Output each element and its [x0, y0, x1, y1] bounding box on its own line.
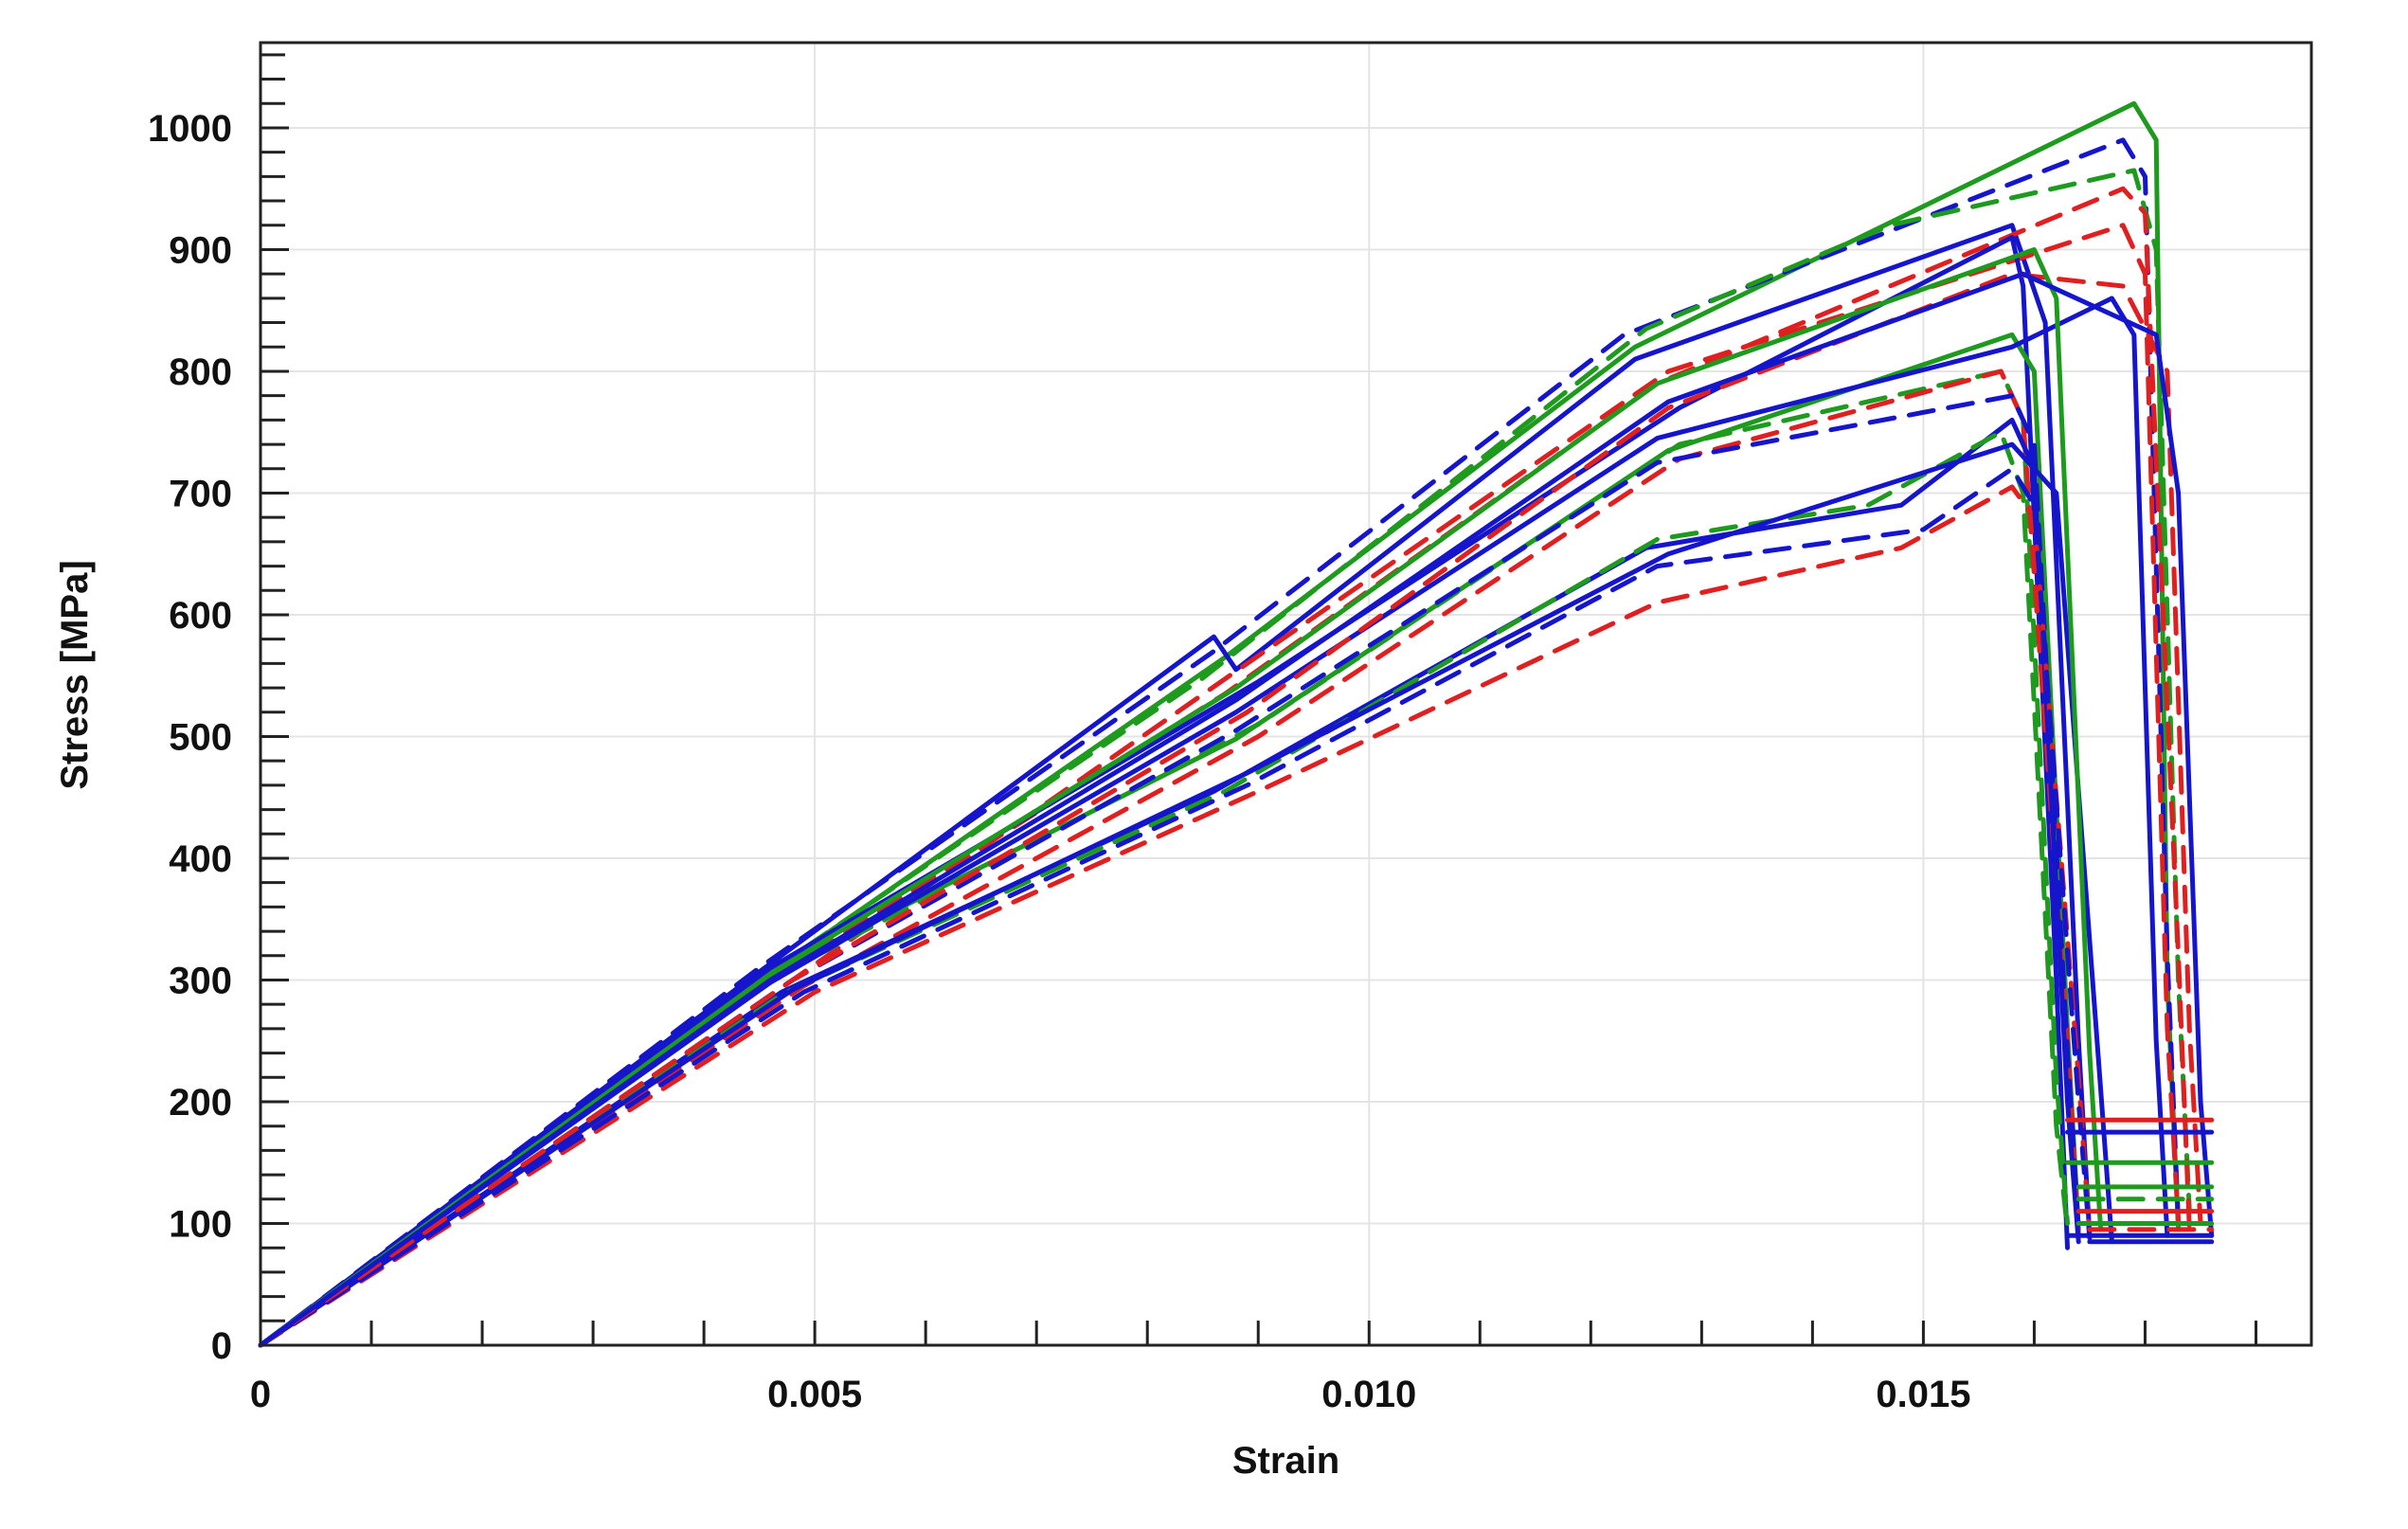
- y-tick-label: 600: [169, 595, 232, 637]
- y-tick-label: 200: [169, 1082, 232, 1124]
- x-tick-label: 0.010: [1321, 1374, 1416, 1415]
- y-tick-label: 400: [169, 838, 232, 880]
- x-axis-title: Strain: [1232, 1440, 1339, 1482]
- y-tick-label: 0: [211, 1325, 232, 1367]
- y-tick-label: 900: [169, 229, 232, 271]
- x-tick-label: 0.005: [767, 1374, 862, 1415]
- series-line-20: [258, 271, 2215, 1348]
- series-line-3: [258, 223, 2093, 1348]
- x-tick-label: 0.015: [1876, 1374, 1970, 1415]
- y-tick-label: 700: [169, 473, 232, 514]
- series-group: [258, 100, 2215, 1348]
- y-tick-label: 300: [169, 960, 232, 1001]
- series-line-7: [258, 235, 2070, 1348]
- minor-ticks: [259, 53, 2257, 1347]
- y-tick-label: 500: [169, 716, 232, 758]
- series-line-4: [258, 168, 2192, 1348]
- x-tick-label: 0: [250, 1374, 271, 1415]
- series-line-14: [258, 429, 2070, 1348]
- series-line-18: [258, 271, 2203, 1348]
- series-line-16: [258, 466, 2093, 1348]
- tick-labels: 0 100 200 300 400 500 600 700 800 900 1000 0 0.005 0.…: [148, 108, 1970, 1415]
- plot-frame: [259, 41, 2313, 1347]
- y-tick-label: 1000: [148, 108, 232, 150]
- plot-border: [259, 41, 2313, 1347]
- series-line-17: [258, 441, 2114, 1348]
- series-line-10: [258, 296, 2170, 1348]
- y-tick-label: 800: [169, 351, 232, 393]
- y-axis-title: Stress [MPa]: [54, 560, 96, 789]
- y-tick-label: 100: [169, 1203, 232, 1245]
- series-line-19: [258, 247, 2104, 1348]
